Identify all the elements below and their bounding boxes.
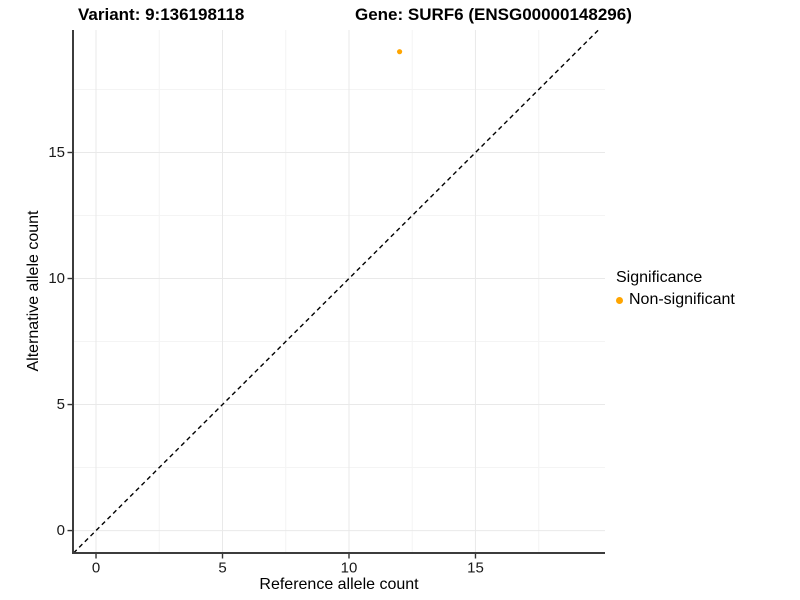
legend-point-swatch [616, 296, 623, 304]
legend: Significance Non-significant [616, 269, 735, 309]
y-tick-label: 10 [48, 270, 65, 287]
y-axis-title: Alternative allele count [25, 210, 42, 372]
y-tick-label: 0 [57, 522, 65, 539]
x-tick-label: 10 [341, 559, 358, 576]
identity-line [73, 29, 599, 554]
x-axis-title: Reference allele count [259, 576, 419, 593]
legend-item-non-significant: Non-significant [616, 291, 735, 309]
plot-title-variant: Variant: 9:136198118 [78, 5, 245, 24]
y-tick-label: 5 [57, 396, 65, 413]
x-tick-label: 0 [92, 559, 100, 576]
legend-item-label: Non-significant [629, 291, 735, 308]
y-tick-label: 15 [48, 144, 65, 161]
x-tick-label: 5 [218, 559, 226, 576]
plot-title-gene: Gene: SURF6 (ENSG00000148296) [355, 5, 632, 24]
x-tick-label: 15 [467, 559, 484, 576]
data-point [396, 49, 403, 55]
legend-title: Significance [616, 269, 703, 286]
